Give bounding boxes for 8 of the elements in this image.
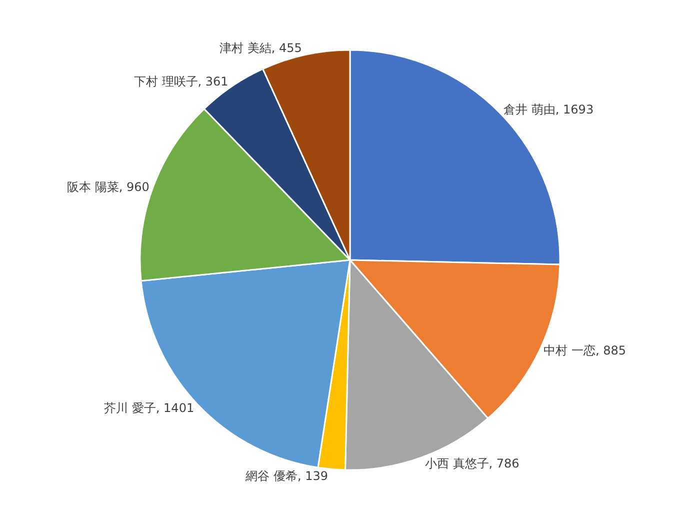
slice-label: 芥川 愛子, 1401: [104, 400, 194, 415]
slice-label: 倉井 萌由, 1693: [504, 102, 594, 117]
slice-label: 小西 真悠子, 786: [424, 456, 520, 471]
slice-label: 中村 一恋, 885: [544, 343, 626, 358]
slice-label: 阪本 陽菜, 960: [67, 180, 150, 194]
slice-label: 下村 理咲子, 361: [134, 74, 228, 89]
slice-label: 網谷 優希, 139: [244, 469, 328, 484]
slice-label: 津村 美結, 455: [220, 41, 302, 56]
